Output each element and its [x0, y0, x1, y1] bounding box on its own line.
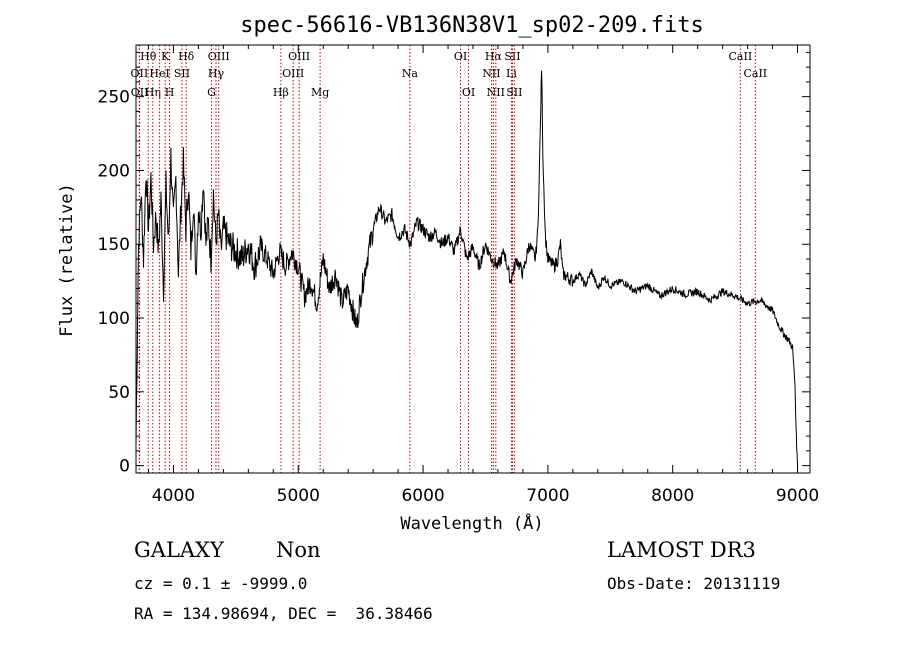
chart-title: spec-56616-VB136N38V1_sp02-209.fits — [240, 13, 704, 38]
line-label: OIII — [208, 50, 230, 63]
y-tick-label: 100 — [98, 309, 130, 329]
y-tick-label: 50 — [108, 383, 130, 403]
spectrum-chart: spec-56616-VB136N38V1_sp02-209.fits OII O… — [57, 13, 819, 534]
line-label: Mg — [311, 86, 329, 99]
line-label: Hδ — [178, 50, 195, 63]
flux-line — [135, 70, 798, 466]
survey-name: LAMOST DR3 — [607, 538, 756, 562]
line-label: OI — [462, 86, 475, 99]
line-label: Hη — [145, 86, 161, 99]
line-label: G — [207, 86, 216, 99]
line-label: Hγ — [208, 67, 225, 80]
line-label: OIII — [282, 67, 304, 80]
x-tick-label: 6000 — [401, 486, 444, 506]
coordinates: RA = 134.98694, DEC = 36.38466 — [134, 604, 433, 623]
y-axis-ticks: 0 50 100 150 200 250 — [98, 51, 810, 477]
y-axis-label: Flux (relative) — [57, 183, 77, 337]
object-class: GALAXY — [134, 538, 224, 562]
y-tick-label: 200 — [98, 161, 130, 181]
spectral-line-markers: OIIOIIHθHηHeIKSIIHHδHγGOIIIHβOIIIOIIIMgN… — [131, 45, 767, 473]
line-label: SII — [506, 86, 522, 99]
object-subclass: Non — [276, 538, 321, 562]
line-label: CaII — [743, 67, 767, 80]
x-axis-ticks: 4000 5000 6000 7000 8000 9000 — [147, 45, 819, 506]
line-label: OIII — [288, 50, 310, 63]
x-tick-label: 9000 — [776, 486, 819, 506]
line-label: Hα — [485, 50, 503, 63]
line-label: NII — [487, 86, 505, 99]
obs-date: Obs-Date: 20131119 — [607, 574, 781, 593]
y-tick-label: 0 — [119, 457, 130, 477]
x-tick-label: 8000 — [651, 486, 694, 506]
flux-series — [135, 70, 798, 466]
redshift-readout: cz = 0.1 ± -9999.0 — [134, 574, 308, 593]
line-label: K — [161, 50, 170, 63]
line-label: NII — [482, 67, 500, 80]
x-tick-label: 5000 — [277, 486, 320, 506]
line-label: SII — [174, 67, 190, 80]
x-tick-label: 4000 — [152, 486, 195, 506]
line-label: OII — [131, 86, 149, 99]
line-label: SII — [504, 50, 520, 63]
y-tick-label: 250 — [98, 88, 130, 108]
line-label: H — [165, 86, 175, 99]
line-label: Hθ — [140, 50, 157, 63]
x-axis-label: Wavelength (Å) — [400, 512, 543, 534]
y-tick-label: 150 — [98, 235, 130, 255]
line-label: Li — [506, 67, 517, 80]
line-label: OI — [454, 50, 467, 63]
line-label: HeI — [149, 67, 169, 80]
x-tick-label: 7000 — [526, 486, 569, 506]
line-label: Na — [402, 67, 419, 80]
line-label: Hβ — [273, 86, 289, 99]
line-label: CaII — [729, 50, 753, 63]
